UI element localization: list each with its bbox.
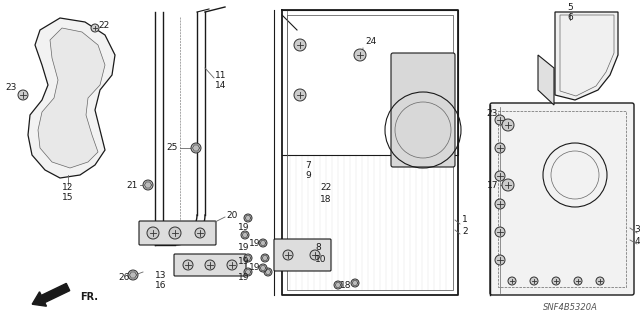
Circle shape: [169, 227, 181, 239]
Circle shape: [147, 227, 159, 239]
Text: 14: 14: [215, 80, 227, 90]
Text: 22: 22: [320, 183, 332, 192]
Circle shape: [244, 254, 252, 262]
Text: 25: 25: [166, 144, 178, 152]
Text: 19: 19: [238, 224, 250, 233]
Text: SNF4B5320A: SNF4B5320A: [543, 303, 597, 313]
Polygon shape: [28, 18, 115, 178]
Circle shape: [259, 264, 267, 272]
Text: 7: 7: [305, 160, 311, 169]
FancyBboxPatch shape: [274, 239, 331, 271]
Circle shape: [596, 277, 604, 285]
Circle shape: [495, 143, 505, 153]
Circle shape: [351, 279, 359, 287]
Polygon shape: [38, 28, 105, 168]
Text: 24: 24: [365, 38, 376, 47]
Text: 19: 19: [238, 257, 250, 266]
Circle shape: [261, 254, 269, 262]
Circle shape: [294, 39, 306, 51]
Text: 5: 5: [567, 4, 573, 12]
FancyArrow shape: [32, 283, 70, 306]
Circle shape: [502, 119, 514, 131]
Circle shape: [259, 239, 267, 247]
Text: FR.: FR.: [80, 292, 98, 302]
Circle shape: [552, 277, 560, 285]
Text: 1: 1: [462, 216, 468, 225]
Circle shape: [495, 255, 505, 265]
FancyBboxPatch shape: [391, 53, 455, 167]
FancyBboxPatch shape: [490, 103, 634, 295]
Circle shape: [91, 24, 99, 32]
Circle shape: [574, 277, 582, 285]
Circle shape: [530, 277, 538, 285]
Text: 16: 16: [155, 281, 166, 291]
Text: 26: 26: [118, 273, 130, 283]
Text: 19: 19: [248, 263, 260, 272]
Text: 19: 19: [238, 273, 250, 283]
Circle shape: [294, 89, 306, 101]
Text: 11: 11: [215, 70, 227, 79]
Circle shape: [205, 260, 215, 270]
Circle shape: [495, 171, 505, 181]
Circle shape: [502, 179, 514, 191]
Circle shape: [495, 115, 505, 125]
Circle shape: [264, 268, 272, 276]
Circle shape: [191, 143, 201, 153]
Text: 2: 2: [462, 227, 468, 236]
Text: 22: 22: [98, 20, 109, 29]
Text: 20: 20: [226, 211, 237, 219]
Text: 10: 10: [315, 256, 326, 264]
Circle shape: [143, 180, 153, 190]
Text: 3: 3: [634, 226, 640, 234]
Circle shape: [354, 49, 366, 61]
Text: 12: 12: [62, 183, 74, 192]
Text: 21: 21: [127, 181, 138, 189]
Text: 9: 9: [305, 170, 311, 180]
Text: 23: 23: [486, 108, 498, 117]
Text: 15: 15: [62, 194, 74, 203]
Circle shape: [495, 227, 505, 237]
Circle shape: [128, 270, 138, 280]
Circle shape: [244, 268, 252, 276]
Circle shape: [495, 199, 505, 209]
Circle shape: [283, 250, 293, 260]
Text: 23: 23: [5, 84, 17, 93]
Circle shape: [508, 277, 516, 285]
Circle shape: [310, 250, 320, 260]
Circle shape: [244, 214, 252, 222]
Circle shape: [195, 228, 205, 238]
Circle shape: [227, 260, 237, 270]
Circle shape: [183, 260, 193, 270]
Circle shape: [334, 281, 342, 289]
Text: 18: 18: [320, 196, 332, 204]
Text: 19: 19: [248, 239, 260, 248]
Text: 17: 17: [486, 181, 498, 189]
FancyBboxPatch shape: [139, 221, 216, 245]
Polygon shape: [555, 12, 618, 100]
Text: 19: 19: [238, 243, 250, 253]
Text: 4: 4: [634, 238, 640, 247]
Text: 6: 6: [567, 13, 573, 23]
Text: 13: 13: [155, 271, 166, 280]
Circle shape: [241, 231, 249, 239]
Text: 18: 18: [340, 280, 351, 290]
FancyBboxPatch shape: [174, 254, 246, 276]
Text: 8: 8: [315, 243, 321, 253]
Circle shape: [18, 90, 28, 100]
Polygon shape: [538, 55, 554, 105]
